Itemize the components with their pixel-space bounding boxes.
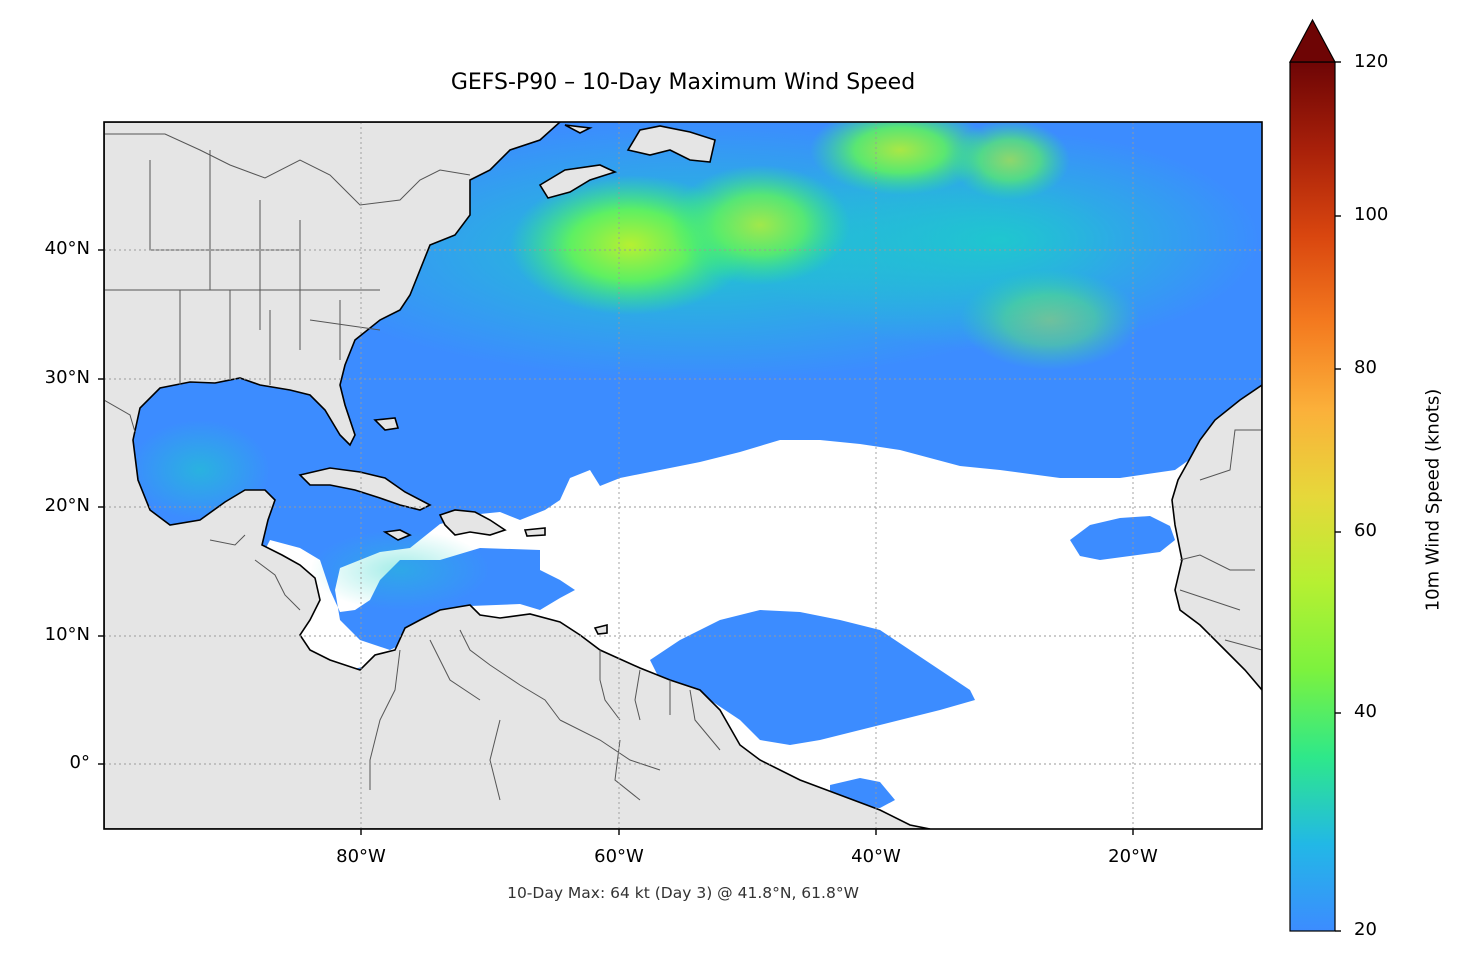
wind-hotspot-2 <box>670 165 850 285</box>
lat-label-10: 10°N <box>44 624 90 645</box>
max-wind-footnote: 10-Day Max: 64 kt (Day 3) @ 41.8°N, 61.8… <box>507 884 859 902</box>
border-south-america-1 <box>459 629 721 751</box>
gridlines <box>104 122 1262 829</box>
land-greenland-nf <box>626 125 716 163</box>
border-africa <box>1179 429 1262 651</box>
colorbar-title: 10m Wind Speed (knots) <box>1422 388 1444 612</box>
axis-ticks <box>98 249 1134 835</box>
land-pei <box>564 124 593 134</box>
map-frame <box>103 121 1263 830</box>
lon-label-40w: 40°W <box>851 846 901 867</box>
colorbar-label-120: 120 <box>1354 51 1389 72</box>
border-us-mexico <box>104 399 136 433</box>
colorbar-label-40: 40 <box>1354 701 1377 722</box>
colorbar-label-20: 20 <box>1354 919 1377 940</box>
land-jamaica <box>382 529 412 541</box>
land-hispaniola <box>438 509 507 536</box>
land-nova-scotia <box>538 164 618 199</box>
lon-label-20w: 20°W <box>1108 846 1158 867</box>
border-south-america-2 <box>369 639 661 801</box>
wind-wash-caribbean <box>310 530 490 610</box>
lat-label-0: 0° <box>69 752 90 773</box>
colorbar-label-60: 60 <box>1354 520 1377 541</box>
lat-label-20: 20°N <box>44 495 90 516</box>
wind-field-east-patch <box>1070 516 1175 560</box>
land-cuba <box>298 467 432 511</box>
lon-label-80w: 80°W <box>336 846 386 867</box>
map-area <box>104 122 1262 829</box>
lon-label-60w: 60°W <box>594 846 644 867</box>
colorbar-label-100: 100 <box>1354 204 1389 225</box>
lat-label-30: 30°N <box>44 367 90 388</box>
land-bahamas <box>373 417 400 431</box>
political-borders <box>104 133 1262 801</box>
land-africa <box>1171 384 1262 692</box>
colorbar-gradient <box>1289 61 1336 932</box>
border-central-america <box>254 559 301 611</box>
land <box>104 122 1262 829</box>
land-puerto-rico <box>523 527 546 537</box>
border-us-canada <box>104 133 471 206</box>
wind-hotspot-3 <box>810 122 990 195</box>
colorbar-label-80: 80 <box>1354 357 1377 378</box>
wind-wash-gulf <box>130 420 270 520</box>
land-trinidad <box>593 623 608 635</box>
colorbar-extend-arrow <box>1288 18 1337 63</box>
chart-title: GEFS-P90 – 10-Day Maximum Wind Speed <box>450 70 916 95</box>
border-mexico-guatemala <box>209 534 246 546</box>
lat-label-40: 40°N <box>44 238 90 259</box>
land-north-america <box>104 122 931 829</box>
wind-hotspot-4 <box>950 122 1070 200</box>
wind-field-atlantic-south <box>650 610 975 745</box>
wind-hotspot-5 <box>960 270 1140 370</box>
colorbar <box>1288 18 1341 932</box>
